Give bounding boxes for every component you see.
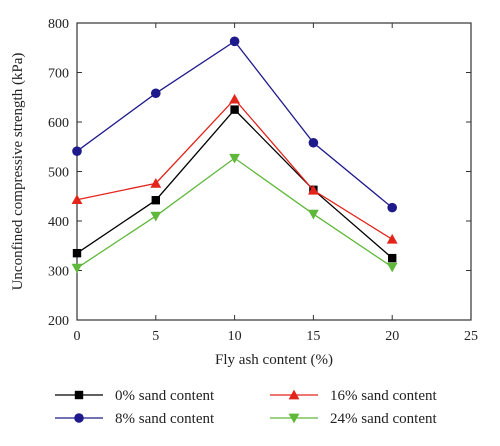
data-point bbox=[229, 36, 240, 47]
data-point bbox=[308, 184, 319, 195]
legend-marker bbox=[74, 413, 84, 423]
legend-label: 0% sand content bbox=[115, 388, 215, 404]
x-tick-label: 5 bbox=[152, 329, 159, 344]
x-tick-label: 10 bbox=[228, 329, 242, 344]
data-point bbox=[229, 93, 240, 104]
axis-ticks: 0 5 10 15 20 25 200 300 400 500 600 700 800 bbox=[48, 17, 478, 344]
axes bbox=[76, 22, 472, 321]
x-tick-label: 15 bbox=[306, 329, 320, 344]
legend-marker bbox=[288, 389, 300, 400]
x-tick-label: 0 bbox=[74, 329, 81, 344]
legend-marker bbox=[288, 413, 300, 424]
y-tick-label: 600 bbox=[48, 116, 69, 131]
legend-label: 24% sand content bbox=[330, 411, 437, 427]
data-point bbox=[71, 194, 83, 205]
data-point bbox=[388, 253, 397, 263]
series-2 bbox=[71, 93, 398, 244]
data-point bbox=[151, 88, 161, 99]
y-tick-label: 200 bbox=[48, 314, 69, 329]
legend-item: 24% sand content bbox=[270, 411, 437, 427]
y-tick-label: 500 bbox=[48, 166, 69, 181]
data-point bbox=[230, 105, 239, 114]
y-tick-label: 400 bbox=[48, 215, 69, 230]
legend: 0% sand content 16% sand content 8% sand c… bbox=[55, 388, 437, 427]
y-tick-label: 800 bbox=[48, 17, 69, 32]
legend-label: 16% sand content bbox=[330, 388, 437, 404]
x-tick-label: 20 bbox=[385, 329, 399, 344]
legend-item: 0% sand content bbox=[55, 388, 215, 404]
legend-label: 8% sand content bbox=[115, 411, 215, 427]
plot-frame bbox=[76, 22, 472, 321]
x-tick-label: 25 bbox=[464, 329, 478, 344]
data-point bbox=[72, 248, 82, 258]
legend-item: 16% sand content bbox=[270, 388, 437, 404]
legend-marker bbox=[74, 390, 84, 400]
data-point bbox=[151, 196, 160, 205]
data-point bbox=[308, 137, 319, 148]
data-point bbox=[386, 233, 398, 244]
series-1 bbox=[72, 36, 398, 213]
data-point bbox=[386, 262, 398, 273]
legend-item: 8% sand content bbox=[55, 411, 215, 427]
y-axis-title: Unconfined compressive strength (kPa) bbox=[10, 53, 26, 291]
series-line bbox=[76, 157, 393, 269]
data-point bbox=[150, 177, 162, 188]
data-series bbox=[71, 36, 398, 274]
data-point bbox=[150, 211, 162, 222]
data-point bbox=[229, 153, 240, 164]
data-point bbox=[387, 202, 398, 213]
data-point bbox=[308, 209, 319, 220]
series-3 bbox=[71, 153, 398, 274]
y-tick-label: 700 bbox=[48, 67, 69, 82]
y-tick-label: 300 bbox=[48, 265, 69, 280]
data-point bbox=[71, 263, 83, 274]
data-point bbox=[72, 146, 82, 157]
x-axis-title: Fly ash content (%) bbox=[215, 352, 333, 368]
series-line bbox=[76, 40, 393, 209]
